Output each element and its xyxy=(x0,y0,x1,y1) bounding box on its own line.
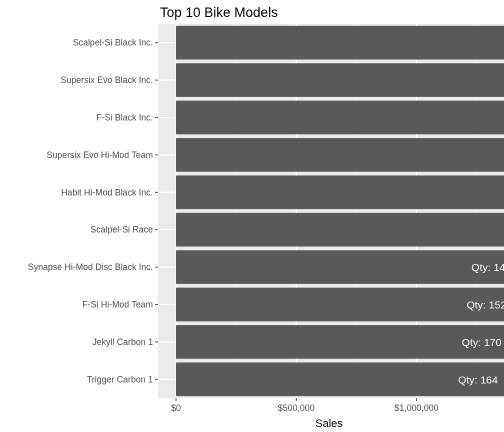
bar xyxy=(176,287,504,322)
category-label: Supersix Evo Hi-Mod Team xyxy=(47,150,153,160)
value-axis: $0$500,000$1,000,000$1,500,000$2,000,000… xyxy=(171,398,439,413)
bars xyxy=(176,25,504,397)
x-tick-label: $500,000 xyxy=(278,403,315,413)
category-label: F-Si Hi-Mod Team xyxy=(82,300,153,310)
qty-label: Qty: 164 xyxy=(458,374,498,386)
bar xyxy=(176,212,504,247)
category-label: Scalpel-Si Race xyxy=(90,225,153,235)
bar xyxy=(176,25,504,60)
qty-label: Qty: 152 xyxy=(467,300,504,312)
x-axis-title: Sales xyxy=(315,418,343,430)
data-labels: Qty: 1683.02%Qty: 1612.90%Qty: 1682.65%Q… xyxy=(458,262,504,386)
bar xyxy=(176,138,504,172)
bar xyxy=(176,63,504,97)
bar xyxy=(176,325,504,359)
bar xyxy=(176,175,504,210)
category-label: Habit Hi-Mod Black Inc. xyxy=(61,187,153,197)
category-label: Synapse Hi-Mod Disc Black Inc. xyxy=(28,262,153,272)
bar xyxy=(176,250,504,284)
category-label: Scalpel-Si Black Inc. xyxy=(73,38,153,48)
x-tick-label: $1,000,000 xyxy=(394,403,438,413)
category-label: Supersix Evo Black Inc. xyxy=(61,75,153,85)
chart-title: Top 10 Bike Models xyxy=(160,5,278,20)
category-label: Jekyll Carbon 1 xyxy=(92,337,153,347)
qty-label: Qty: 170 xyxy=(462,337,502,349)
qty-label: Qty: 145 xyxy=(471,262,504,274)
x-tick-label: $0 xyxy=(171,403,181,413)
category-label: F-Si Black Inc. xyxy=(96,113,153,123)
bar xyxy=(176,100,504,135)
bar xyxy=(176,362,504,397)
category-axis: Scalpel-Si Black Inc. Supersix Evo Black … xyxy=(28,38,158,384)
category-label: Trigger Carbon 1 xyxy=(87,374,153,384)
